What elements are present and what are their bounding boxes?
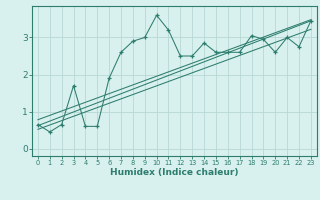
X-axis label: Humidex (Indice chaleur): Humidex (Indice chaleur) [110,168,239,177]
